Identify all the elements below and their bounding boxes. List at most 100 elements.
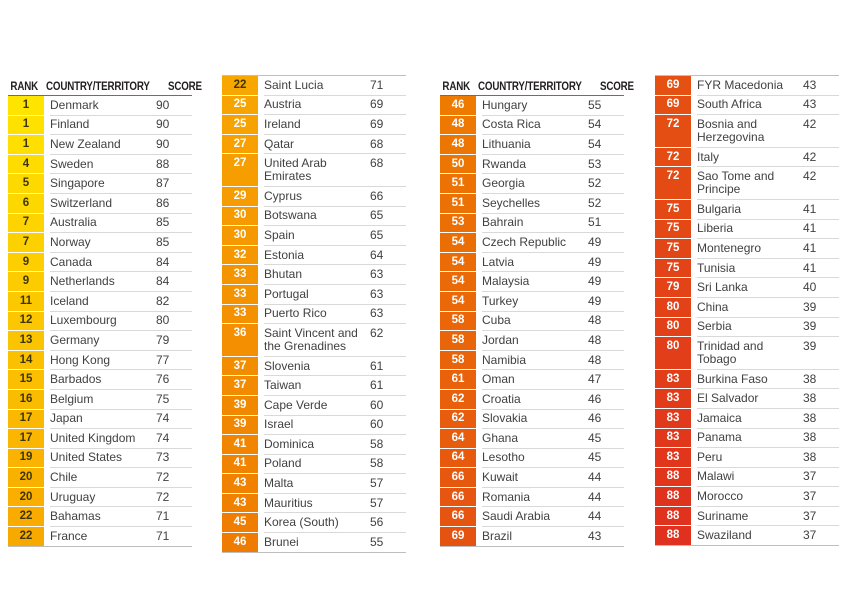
row-body: Ghana 45 (482, 428, 624, 448)
rank-cell: 69 (440, 526, 476, 546)
country-name: Serbia (697, 319, 732, 334)
row-body: El Salvador 38 (697, 388, 839, 408)
row-body: Slovenia 61 (264, 355, 406, 376)
row-body: Jamaica 38 (697, 407, 839, 428)
score-value: 38 (803, 430, 817, 445)
row-body: Switzerland 86 (50, 192, 192, 213)
row-body: Bosnia and Herzegovina 42 (697, 114, 839, 147)
table-row: 66 Romania 44 (440, 486, 624, 507)
country-name: Lesotho (482, 450, 525, 465)
row-body: Norway 85 (50, 232, 192, 252)
table-row: 75 Liberia 41 (655, 218, 839, 239)
country-name: Bosnia and Herzegovina (697, 116, 765, 144)
rank-cell: 1 (8, 96, 44, 115)
table-row: 80 Trinidad and Tobago 39 (655, 336, 839, 369)
score-value: 55 (370, 534, 384, 549)
rank-cell: 33 (222, 283, 258, 304)
country-name: Montenegro (697, 240, 762, 255)
country-name: Slovakia (482, 411, 528, 426)
score-value: 72 (156, 470, 170, 485)
country-name: United Kingdom (50, 430, 136, 445)
score-value: 41 (803, 240, 817, 255)
rank-cell: 6 (8, 192, 44, 213)
score-value: 37 (803, 489, 817, 504)
country-name: Czech Republic (482, 234, 567, 249)
rank-cell: 88 (655, 486, 691, 506)
country-name: Liberia (697, 221, 734, 236)
row-body: Panama 38 (697, 427, 839, 448)
row-body: Estonia 64 (264, 244, 406, 265)
country-name: Brazil (482, 528, 513, 543)
table-row: 54 Czech Republic 49 (440, 232, 624, 252)
rank-cell: 88 (655, 525, 691, 546)
score-value: 84 (156, 274, 170, 289)
country-name: Jamaica (697, 410, 742, 425)
table-row: 83 Peru 38 (655, 447, 839, 467)
score-value: 68 (370, 156, 384, 171)
rank-cell: 58 (440, 330, 476, 350)
table-row: 25 Ireland 69 (222, 114, 406, 134)
score-value: 46 (588, 391, 602, 406)
ranking-table-column-1: RANK COUNTRY/TERRITORY SCORE 1 Denmark 90 1 Fin… (8, 77, 203, 547)
score-value: 90 (156, 117, 170, 132)
country-name: Australia (50, 215, 97, 230)
rank-cell: 72 (655, 114, 691, 147)
rank-cell: 7 (8, 212, 44, 233)
score-value: 42 (803, 169, 817, 184)
rank-cell: 33 (222, 303, 258, 324)
row-body: Seychelles 52 (482, 192, 624, 213)
rank-cell: 58 (440, 349, 476, 370)
country-name: Sao Tome and Principe (697, 169, 775, 197)
row-body: Liberia 41 (697, 218, 839, 239)
country-name: Jordan (482, 332, 519, 347)
rank-cell: 41 (222, 434, 258, 454)
score-value: 63 (370, 286, 384, 301)
score-value: 38 (803, 371, 817, 386)
ranking-table-column-3: RANK COUNTRY/TERRITORY SCORE 46 Hungary 55 48 C… (440, 77, 635, 547)
score-value: 45 (588, 450, 602, 465)
country-name: Swaziland (697, 528, 752, 543)
table-row: 88 Morocco 37 (655, 486, 839, 506)
rank-cell: 12 (8, 310, 44, 331)
table-row: 75 Tunisia 41 (655, 257, 839, 278)
rank-cell: 48 (440, 134, 476, 154)
country-name: Bhutan (264, 267, 303, 282)
score-value: 68 (370, 136, 384, 151)
score-value: 88 (156, 156, 170, 171)
column-header-country: COUNTRY/TERRITORY (478, 77, 600, 95)
row-body: Denmark 90 (50, 96, 192, 115)
row-body: Jordan 48 (482, 330, 624, 350)
score-value: 40 (803, 280, 817, 295)
country-name: Ghana (482, 430, 519, 445)
table-row: 16 Belgium 75 (8, 388, 192, 409)
table-row: 64 Ghana 45 (440, 428, 624, 448)
country-name: Barbados (50, 372, 102, 387)
country-name: Dominica (264, 436, 315, 451)
country-name: Saudi Arabia (482, 509, 551, 524)
table-row: 69 South Africa 43 (655, 94, 839, 115)
table-row: 1 Finland 90 (8, 114, 192, 135)
row-body: Bulgaria 41 (697, 198, 839, 219)
table-header-row: RANK COUNTRY/TERRITORY SCORE (440, 77, 635, 96)
row-body: Puerto Rico 63 (264, 303, 406, 324)
table-row: 17 United Kingdom 74 (8, 428, 192, 448)
row-body: Qatar 68 (264, 133, 406, 154)
rank-cell: 16 (8, 388, 44, 409)
row-body: Trinidad and Tobago 39 (697, 336, 839, 369)
table-row: 7 Norway 85 (8, 232, 192, 252)
row-body: Croatia 46 (482, 388, 624, 409)
score-value: 45 (588, 430, 602, 445)
rank-cell: 30 (222, 225, 258, 245)
table-row: 58 Namibia 48 (440, 349, 624, 370)
rank-cell: 75 (655, 198, 691, 219)
score-value: 57 (370, 476, 384, 491)
rank-cell: 9 (8, 251, 44, 272)
rank-cell: 1 (8, 134, 44, 154)
country-name: Morocco (697, 489, 744, 504)
row-body: United Kingdom 74 (50, 428, 192, 448)
table-row: 62 Croatia 46 (440, 388, 624, 409)
table-row: 1 New Zealand 90 (8, 134, 192, 154)
rank-cell: 7 (8, 232, 44, 252)
row-body: Brunei 55 (264, 532, 406, 552)
